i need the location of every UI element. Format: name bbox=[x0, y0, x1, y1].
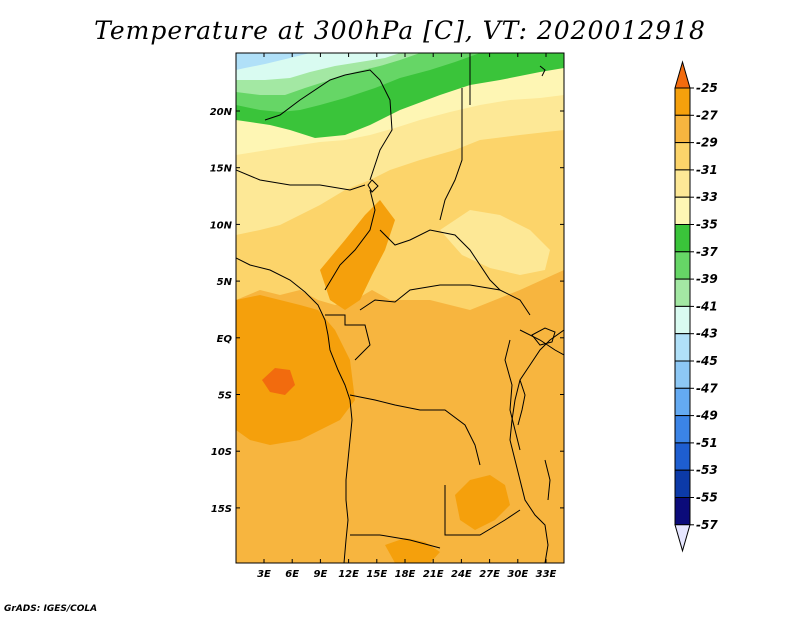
colorbar-label: -39 bbox=[696, 272, 718, 286]
lat-label: EQ bbox=[217, 334, 233, 345]
lon-label: 18E bbox=[395, 569, 416, 580]
border-nigeria-cameroon bbox=[324, 189, 376, 291]
colorbar-label: -55 bbox=[696, 491, 718, 505]
longitude-axis: 3E 6E 9E 12E 15E 18E 21E 24E 27E 30E 33E bbox=[257, 53, 557, 580]
lat-label: 5N bbox=[217, 277, 233, 288]
border-gabon bbox=[325, 314, 371, 361]
colorbar-label: -49 bbox=[696, 409, 718, 423]
colorbar-swatch bbox=[674, 142, 691, 171]
border-east-lakes bbox=[504, 339, 521, 451]
lat-label: 10S bbox=[211, 447, 232, 458]
map-frame bbox=[235, 52, 565, 564]
colorbar-label: -57 bbox=[696, 518, 718, 532]
colorbar-swatch bbox=[674, 169, 691, 198]
field-band-27-29-central bbox=[320, 200, 395, 310]
border-algeria-libya bbox=[264, 74, 346, 121]
colorbar-swatch bbox=[674, 469, 691, 499]
colorbar-swatch bbox=[674, 360, 691, 389]
border-car-cameroon bbox=[379, 229, 501, 291]
border-angola-zambia bbox=[444, 485, 521, 536]
lake-victoria bbox=[531, 327, 556, 346]
lat-label: 20N bbox=[210, 107, 233, 118]
field-band-25-27-spot bbox=[262, 368, 295, 395]
lat-label: 10N bbox=[210, 220, 233, 231]
colorbar-label: -27 bbox=[696, 108, 718, 122]
colorbar-label: -43 bbox=[696, 327, 718, 341]
colorbar-label: -35 bbox=[696, 218, 718, 232]
lon-label: 6E bbox=[285, 569, 299, 580]
border-libya-egypt-chad bbox=[344, 69, 393, 181]
lon-label: 27E bbox=[479, 569, 500, 580]
lon-label: 33E bbox=[536, 569, 557, 580]
lon-label: 3E bbox=[257, 569, 271, 580]
colorbar-label: -25 bbox=[696, 81, 718, 95]
lake-tanganyika bbox=[517, 379, 526, 426]
lon-label: 30E bbox=[507, 569, 528, 580]
lake-malawi bbox=[544, 459, 551, 501]
field-band-45-47 bbox=[236, 53, 310, 70]
field-band-27-29-south bbox=[455, 475, 510, 530]
colorbar-swatch bbox=[674, 497, 691, 526]
coastline-west-africa bbox=[236, 257, 353, 563]
coastline-east-africa bbox=[509, 329, 564, 563]
lon-label: 24E bbox=[451, 569, 472, 580]
colorbar-label: -51 bbox=[696, 436, 718, 450]
colorbar-label: -29 bbox=[696, 136, 718, 150]
colorbar-label: -41 bbox=[696, 299, 718, 313]
colorbar-label: -33 bbox=[696, 190, 718, 204]
lon-label: 12E bbox=[338, 569, 359, 580]
lat-label: 15N bbox=[210, 164, 233, 175]
colorbar-swatch bbox=[674, 251, 691, 280]
nile-river bbox=[539, 65, 546, 77]
colorbar-swatch bbox=[674, 196, 691, 225]
colorbar-swatch bbox=[674, 224, 691, 253]
lat-label: 15S bbox=[211, 504, 232, 515]
lon-label: 9E bbox=[314, 569, 328, 580]
latitude-axis: 20N 15N 10N 5N EQ 5S 10S 15S bbox=[210, 107, 564, 515]
border-angola-drc bbox=[349, 394, 481, 466]
colorbar-swatch bbox=[674, 333, 691, 362]
colorbar-top-arrow bbox=[674, 60, 691, 89]
colorbar-label: -47 bbox=[696, 381, 718, 395]
colorbar-label: -53 bbox=[696, 463, 718, 477]
colorbar-swatch bbox=[674, 87, 691, 116]
border-chad-sudan bbox=[439, 88, 463, 221]
colorbar: -25 -27 -29 -31 -33 -35 -37 -39 -41 -43 -45 -47 -49 -… bbox=[674, 60, 718, 553]
temperature-field bbox=[236, 53, 564, 563]
border-niger-nigeria bbox=[236, 169, 366, 191]
border-tanzania-kenya bbox=[519, 329, 564, 356]
colorbar-swatch bbox=[674, 442, 691, 471]
map-boundaries bbox=[236, 53, 564, 563]
grads-credit: GrADS: IGES/COLA bbox=[4, 604, 98, 614]
lon-label: 15E bbox=[366, 569, 387, 580]
map-title: Temperature at 300hPa [C], VT: 202001291… bbox=[94, 16, 706, 45]
border-namibia bbox=[350, 534, 441, 549]
border-congo-drc bbox=[359, 284, 531, 316]
colorbar-label: -45 bbox=[696, 354, 718, 368]
colorbar-swatch bbox=[674, 387, 691, 417]
colorbar-swatch bbox=[674, 114, 691, 144]
lake-chad bbox=[367, 179, 379, 193]
field-band-27-29-west bbox=[236, 295, 355, 445]
colorbar-swatch bbox=[674, 278, 691, 307]
colorbar-label: -31 bbox=[696, 163, 718, 177]
colorbar-bottom-arrow bbox=[674, 524, 691, 553]
lat-label: 5S bbox=[218, 391, 232, 402]
lon-label: 21E bbox=[423, 569, 444, 580]
colorbar-swatch bbox=[674, 415, 691, 444]
field-warm-yellow-east bbox=[440, 210, 550, 275]
colorbar-label: -37 bbox=[696, 245, 718, 259]
colorbar-swatch bbox=[674, 305, 691, 335]
